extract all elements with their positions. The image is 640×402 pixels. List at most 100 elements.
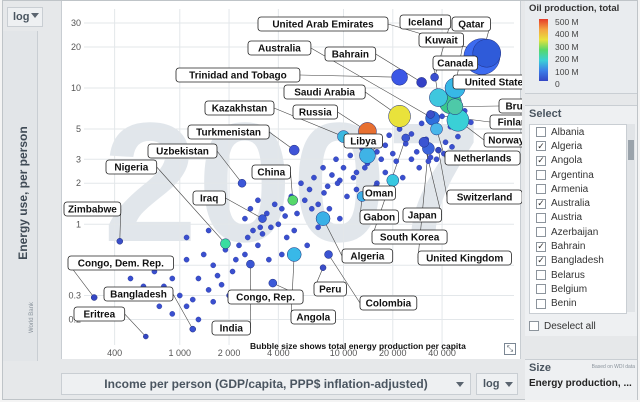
background-bubble[interactable] — [306, 186, 313, 193]
country-list-item[interactable]: ✓ Bahrain — [530, 239, 626, 253]
country-bubble[interactable] — [220, 238, 231, 249]
country-label-box[interactable] — [283, 84, 366, 100]
country-bubble[interactable] — [472, 38, 502, 68]
background-bubble[interactable] — [389, 150, 396, 157]
background-bubble[interactable] — [320, 164, 326, 171]
country-bubble[interactable] — [359, 147, 376, 164]
country-label-box[interactable] — [362, 185, 396, 201]
expand-icon[interactable]: ⤡ — [504, 343, 516, 355]
country-bubble[interactable] — [319, 264, 327, 271]
country-list-item[interactable]: Austria — [530, 211, 626, 225]
country-label-box[interactable] — [247, 40, 312, 56]
checkbox-icon[interactable] — [536, 127, 546, 138]
background-bubble[interactable] — [304, 242, 310, 249]
deselect-all-checkbox[interactable] — [529, 321, 539, 331]
country-bubble[interactable] — [386, 174, 400, 187]
color-panel-title[interactable]: Oil production, total — [529, 3, 620, 14]
country-label-box[interactable] — [175, 67, 301, 83]
background-bubble[interactable] — [169, 311, 176, 317]
checkbox-icon[interactable] — [536, 227, 546, 238]
background-bubble[interactable] — [242, 215, 248, 222]
background-bubble[interactable] — [257, 224, 264, 231]
country-label-box[interactable] — [359, 209, 399, 225]
country-label-box[interactable] — [417, 250, 512, 266]
size-selector[interactable]: Energy production, ... — [529, 378, 632, 389]
country-bubble[interactable] — [429, 88, 448, 107]
country-bubble[interactable] — [246, 259, 255, 269]
background-bubble[interactable] — [413, 149, 420, 155]
background-bubble[interactable] — [416, 164, 423, 171]
list-scrollbar[interactable] — [627, 124, 635, 312]
background-bubble[interactable] — [233, 256, 239, 263]
background-bubble[interactable] — [334, 180, 341, 187]
country-label-box[interactable] — [67, 255, 174, 271]
country-bubble[interactable] — [268, 278, 278, 288]
country-bubble[interactable] — [237, 178, 247, 188]
checked-checkbox-icon[interactable]: ✓ — [536, 198, 546, 209]
background-bubble[interactable] — [210, 298, 216, 305]
background-bubble[interactable] — [347, 152, 354, 159]
country-label-box[interactable] — [211, 320, 251, 336]
country-bubble[interactable] — [287, 195, 299, 206]
background-bubble[interactable] — [210, 262, 216, 269]
background-bubble[interactable] — [242, 251, 248, 258]
country-label-box[interactable] — [251, 164, 291, 180]
background-bubble[interactable] — [326, 205, 333, 212]
background-bubble[interactable] — [268, 224, 274, 231]
background-bubble[interactable] — [218, 281, 225, 288]
country-list-item[interactable]: Benin — [530, 297, 626, 311]
background-bubble[interactable] — [353, 169, 360, 176]
country-list-item[interactable]: Armenia — [530, 182, 626, 196]
country-list-item[interactable]: Argentina — [530, 168, 626, 182]
country-bubble[interactable] — [430, 72, 439, 82]
background-bubble[interactable] — [455, 133, 461, 140]
background-bubble[interactable] — [183, 234, 190, 241]
y-scale-button[interactable]: log — [7, 7, 43, 27]
background-bubble[interactable] — [247, 205, 254, 212]
background-bubble[interactable] — [250, 227, 256, 234]
background-bubble[interactable] — [255, 242, 261, 249]
country-label-box[interactable] — [292, 104, 338, 120]
background-bubble[interactable] — [386, 132, 392, 139]
background-bubble[interactable] — [382, 142, 389, 149]
background-bubble[interactable] — [291, 227, 298, 234]
background-bubble[interactable] — [266, 256, 272, 263]
background-bubble[interactable] — [324, 183, 331, 190]
background-bubble[interactable] — [214, 272, 221, 279]
list-scroll-thumb[interactable] — [628, 140, 634, 160]
background-bubble[interactable] — [433, 156, 440, 163]
background-bubble[interactable] — [283, 234, 290, 241]
country-list-item[interactable]: ✓ Australia — [530, 196, 626, 210]
country-list-item[interactable]: ✓ Angola — [530, 154, 626, 168]
background-bubble[interactable] — [169, 275, 176, 282]
country-list-item[interactable]: Azerbaijan — [530, 225, 626, 239]
background-bubble[interactable] — [393, 158, 400, 165]
checkbox-icon[interactable] — [536, 284, 546, 295]
background-bubble[interactable] — [408, 131, 415, 137]
country-label-box[interactable] — [192, 190, 226, 206]
background-bubble[interactable] — [279, 205, 285, 212]
country-bubble[interactable] — [426, 110, 435, 119]
country-bubble[interactable] — [435, 146, 442, 154]
background-bubble[interactable] — [275, 221, 282, 228]
checkbox-icon[interactable] — [536, 184, 546, 195]
background-bubble[interactable] — [294, 210, 300, 217]
background-bubble[interactable] — [189, 296, 196, 303]
country-label-box[interactable] — [257, 16, 389, 32]
country-bubble[interactable] — [446, 98, 464, 115]
deselect-all-button[interactable]: Deselect all — [529, 318, 633, 334]
country-bubble[interactable] — [324, 250, 333, 259]
checked-checkbox-icon[interactable]: ✓ — [536, 241, 546, 252]
background-bubble[interactable] — [382, 169, 389, 176]
country-list[interactable]: Albania ✓ Algeria ✓ Angola Argentina Armenia ✓ A… — [529, 124, 627, 314]
background-bubble[interactable] — [308, 205, 315, 212]
country-bubble[interactable] — [90, 294, 98, 301]
background-bubble[interactable] — [205, 227, 212, 234]
background-bubble[interactable] — [205, 287, 212, 293]
country-label-box[interactable] — [343, 133, 383, 149]
country-label-box[interactable] — [187, 124, 270, 140]
background-bubble[interactable] — [344, 193, 350, 200]
country-bubble[interactable] — [286, 247, 302, 262]
background-bubble[interactable] — [255, 197, 261, 204]
checkbox-icon[interactable] — [536, 212, 546, 223]
